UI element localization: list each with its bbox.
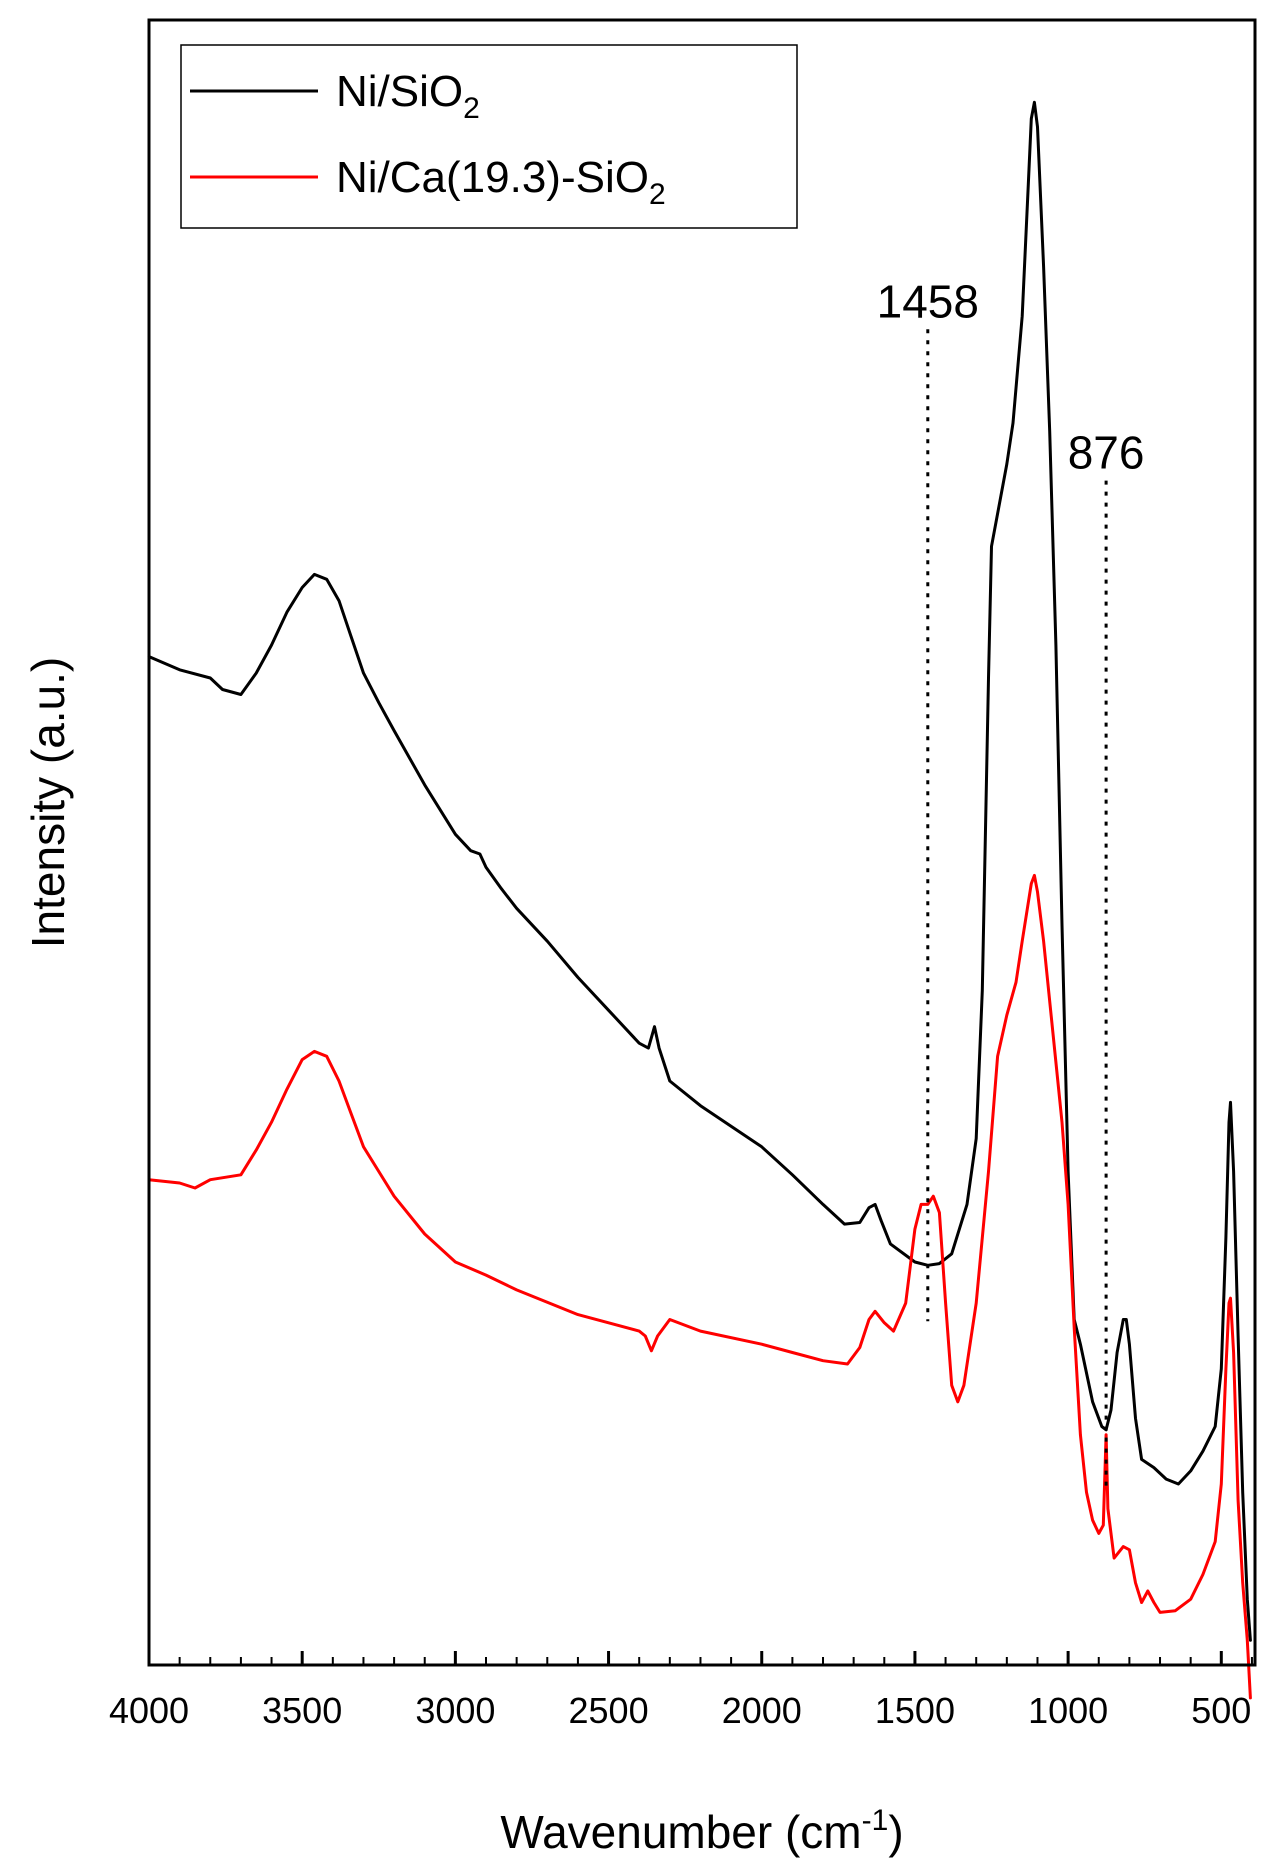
legend-label-ni-ca-sio2: Ni/Ca(19.3)-SiO2: [336, 153, 666, 211]
annotation-label-1458: 1458: [877, 275, 979, 327]
x-axis-minor-ticks: [178, 1657, 1253, 1665]
x-tick-label-3500: 3500: [262, 1690, 342, 1731]
series-line-ni-sio2: [147, 100, 1252, 1642]
legend-entry-ni-ca-sio2: Ni/Ca(19.3)-SiO2: [190, 153, 666, 211]
x-tick-label-1000: 1000: [1028, 1690, 1108, 1731]
legend: Ni/SiO2 Ni/Ca(19.3)-SiO2: [180, 44, 798, 229]
x-tick-label-500: 500: [1191, 1690, 1251, 1731]
x-tick-label-3000: 3000: [415, 1690, 495, 1731]
x-axis-tick-labels: 4000 3500 3000 2500 2000 1500 1000 500: [109, 1690, 1251, 1731]
legend-label-ni-sio2: Ni/SiO2: [336, 67, 480, 125]
legend-box: [180, 44, 798, 229]
x-axis-label: Wavenumber (cm-1): [500, 1804, 903, 1858]
x-axis-ticks: [147, 1651, 1223, 1665]
legend-entry-ni-sio2: Ni/SiO2: [190, 67, 480, 125]
x-tick-label-2500: 2500: [569, 1690, 649, 1731]
x-tick-label-2000: 2000: [722, 1690, 802, 1731]
annotation-label-876: 876: [1068, 427, 1145, 479]
x-tick-label-1500: 1500: [875, 1690, 955, 1731]
series-layer: [147, 100, 1252, 1700]
y-axis-label: Intensity (a.u.): [22, 657, 74, 948]
plot-frame: [147, 18, 1257, 1667]
series-line-ni-ca-19-3-sio2: [147, 873, 1252, 1700]
x-tick-label-4000: 4000: [109, 1690, 189, 1731]
annotation-layer: 1458 876: [877, 275, 1145, 1493]
